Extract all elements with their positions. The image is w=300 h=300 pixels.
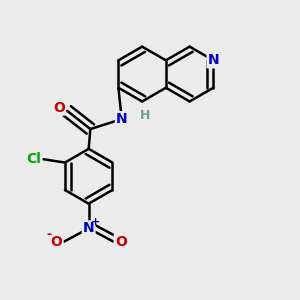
- Text: Cl: Cl: [26, 152, 41, 166]
- Text: N: N: [83, 221, 94, 236]
- Text: N: N: [208, 53, 219, 67]
- Text: H: H: [140, 109, 150, 122]
- Text: O: O: [51, 235, 63, 249]
- Text: +: +: [91, 218, 101, 227]
- Text: O: O: [115, 235, 127, 249]
- Text: O: O: [53, 100, 65, 115]
- Text: N: N: [116, 112, 127, 126]
- Text: -: -: [47, 227, 52, 241]
